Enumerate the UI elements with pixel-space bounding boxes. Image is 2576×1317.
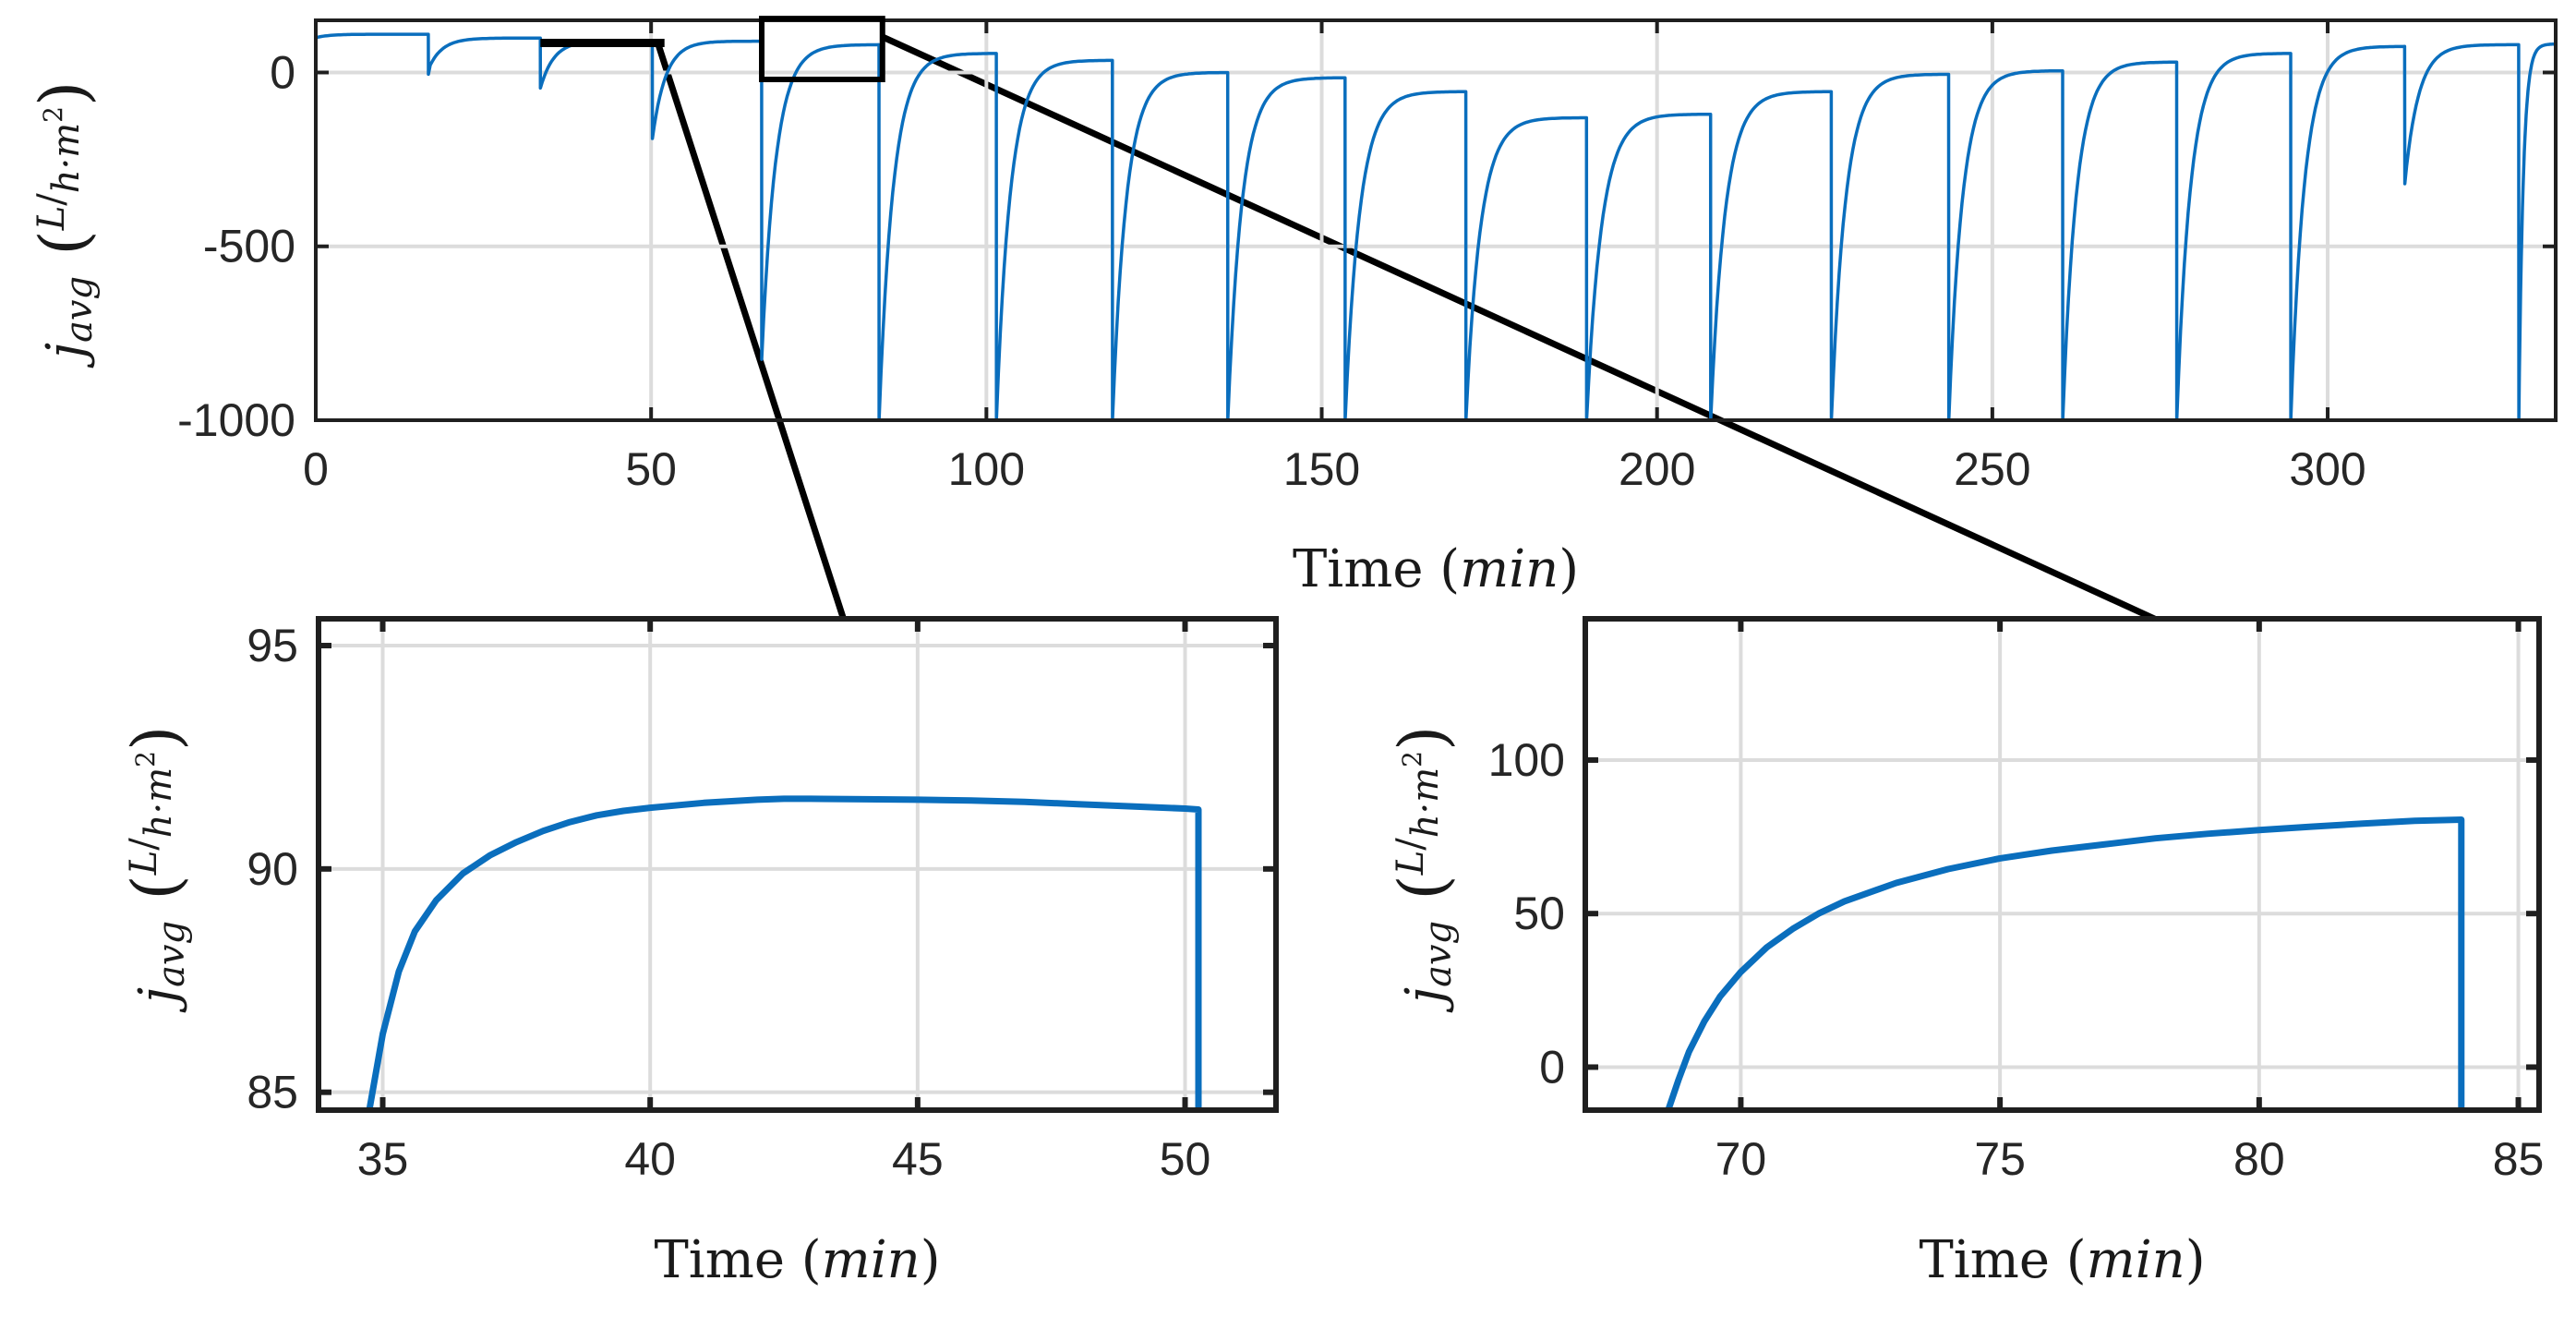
ylabel-denominator: h·m	[1404, 767, 1447, 838]
ylabel-paren-close: )	[118, 726, 194, 751]
xlabel-close: )	[921, 1230, 941, 1290]
main-xtick-label-50: 50	[625, 443, 677, 495]
ylabel-paren-open: (	[26, 230, 102, 276]
zoom-left-xtick-label-45: 45	[892, 1133, 944, 1185]
zoom-right-ytick-label-50: 50	[1513, 888, 1565, 939]
zoom-left-series-line	[366, 795, 1202, 1110]
xlabel-text: Time (	[1919, 1230, 2086, 1290]
xlabel-unit: min	[2087, 1230, 2185, 1290]
ylabel-subscript: avg	[1417, 921, 1460, 987]
ylabel-subscript: avg	[150, 921, 193, 987]
zoom-left-xtick-label-35: 35	[357, 1133, 409, 1185]
zoom-connectors	[655, 33, 2156, 622]
ylabel-paren-close: )	[1385, 726, 1461, 751]
main-xtick-label-250: 250	[1954, 443, 2030, 495]
main-ylabel: javg (L/h·m2)	[26, 81, 102, 369]
ylabel-paren-close: )	[26, 81, 102, 106]
ylabel-exponent: 2	[1397, 751, 1427, 767]
zoom-left-ytick-label-85: 85	[247, 1067, 298, 1118]
zoom-left-xtick-label-50: 50	[1160, 1133, 1211, 1185]
zoom-right-xtick-label-70: 70	[1715, 1133, 1767, 1185]
main-xtick-label-150: 150	[1283, 443, 1360, 495]
ylabel-denominator: h·m	[138, 767, 180, 838]
ylabel-symbol: j	[36, 343, 96, 369]
main-xtick-label-200: 200	[1619, 443, 1695, 495]
main-xtick-label-0: 0	[303, 443, 329, 495]
zoom-right-axes-box	[1583, 616, 2542, 1113]
zoom-left-ytick-label-90: 90	[247, 843, 298, 895]
ylabel-fraction-bar: /	[123, 838, 165, 851]
connector-right	[881, 33, 2156, 622]
main-ytick-label--1000: -1000	[177, 394, 295, 446]
main-ytick-label-0: 0	[270, 46, 295, 98]
ylabel-paren-open: (	[1385, 875, 1461, 921]
main-series-line	[316, 32, 2556, 420]
xlabel-unit: min	[1460, 539, 1559, 599]
zoom-left-ylabel: javg (L/h·m2)	[118, 726, 194, 1014]
ylabel-exponent: 2	[38, 106, 68, 123]
ylabel-fraction-bar: /	[1390, 838, 1432, 851]
zoom-right-ylabel: javg (L/h·m2)	[1385, 726, 1461, 1014]
zoom-right-xtick-label-75: 75	[1974, 1133, 2026, 1185]
xlabel-close: )	[2185, 1230, 2206, 1290]
zoom-right-series-line	[1665, 816, 2465, 1110]
ylabel-numerator: L	[1390, 851, 1432, 876]
zoom-left-xtick-label-40: 40	[624, 1133, 676, 1185]
zoom-right-marker	[759, 16, 885, 83]
ylabel-denominator: h·m	[45, 123, 88, 193]
zoom-left-axes-box	[316, 616, 1279, 1113]
ylabel-exponent: 2	[130, 751, 161, 767]
ylabel-numerator: L	[30, 206, 73, 232]
zoom-right-ytick-label-100: 100	[1488, 734, 1565, 786]
main-xlabel: Time (min)	[1293, 539, 1579, 599]
ylabel-symbol: j	[128, 987, 188, 1013]
zoom-right-xlabel: Time (min)	[1919, 1230, 2205, 1290]
zoom-left-ytick-label-95: 95	[247, 620, 298, 671]
zoom-right-xtick-label-80: 80	[2233, 1133, 2285, 1185]
main-axes-box	[314, 18, 2558, 422]
zoom-right-xtick-label-85: 85	[2493, 1133, 2545, 1185]
ylabel-paren-open: (	[118, 875, 194, 921]
ylabel-symbol: j	[1395, 987, 1455, 1013]
main-xtick-label-300: 300	[2289, 443, 2365, 495]
xlabel-close: )	[1559, 539, 1579, 599]
ylabel-numerator: L	[123, 851, 165, 876]
main-ytick-label--500: -500	[203, 221, 295, 272]
ylabel-fraction-bar: /	[30, 193, 73, 206]
xlabel-text: Time (	[654, 1230, 821, 1290]
zoom-right-ytick-label-0: 0	[1539, 1041, 1565, 1093]
ylabel-subscript: avg	[58, 276, 101, 343]
xlabel-unit: min	[822, 1230, 921, 1290]
xlabel-text: Time (	[1293, 539, 1460, 599]
main-xtick-label-100: 100	[948, 443, 1025, 495]
zoom-left-xlabel: Time (min)	[654, 1230, 940, 1290]
connector-left	[655, 42, 847, 621]
